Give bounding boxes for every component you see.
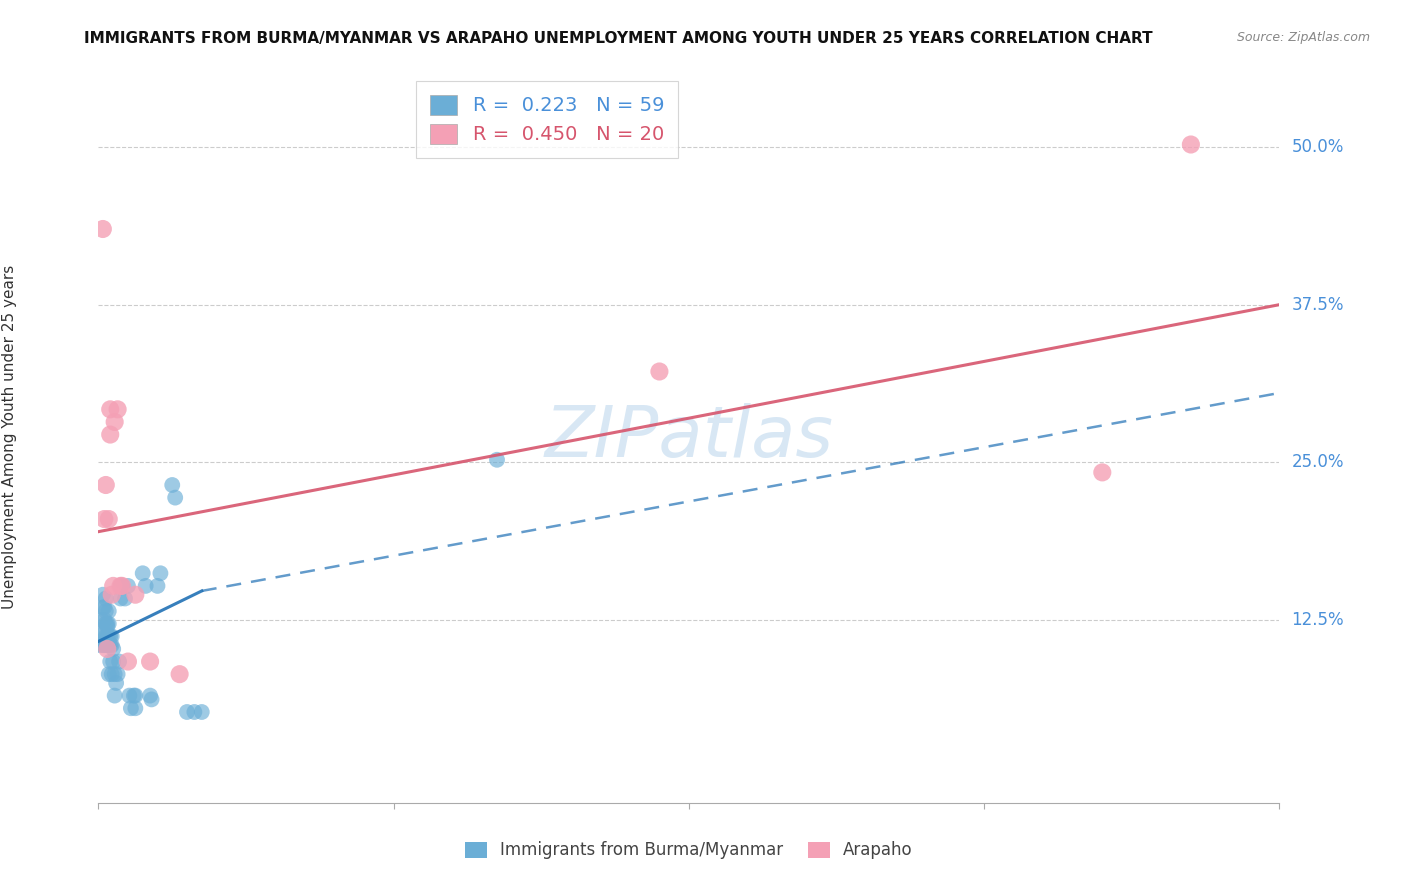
Text: 37.5%: 37.5% [1291,295,1344,314]
Point [117,579,139,593]
Point [100,629,122,643]
Point [103,642,125,657]
Point [96,642,118,657]
Point [111,579,134,593]
Point [98,402,121,417]
Point [93,625,115,640]
Point [97,604,120,618]
Point [122,689,145,703]
Point [191,705,214,719]
Legend: R =  0.223   N = 59, R =  0.450   N = 20: R = 0.223 N = 59, R = 0.450 N = 20 [416,81,678,158]
Point [110,591,132,606]
Point [94,591,117,606]
Text: IMMIGRANTS FROM BURMA/MYANMAR VS ARAPAHO UNEMPLOYMENT AMONG YOUTH UNDER 25 YEARS: IMMIGRANTS FROM BURMA/MYANMAR VS ARAPAHO… [84,31,1153,46]
Point [97,512,120,526]
Point [104,415,127,429]
Point [183,705,205,719]
Point [124,689,146,703]
Point [139,689,162,703]
Point [132,566,155,581]
Text: 50.0%: 50.0% [1291,138,1344,156]
Point [124,588,146,602]
Point [98,629,121,643]
Point [103,655,125,669]
Point [117,655,139,669]
Point [103,579,125,593]
Point [93,613,115,627]
Point [100,638,122,652]
Point [1180,137,1202,152]
Point [94,629,117,643]
Point [104,689,127,703]
Point [146,579,169,593]
Point [110,579,132,593]
Text: Source: ZipAtlas.com: Source: ZipAtlas.com [1237,31,1371,45]
Point [93,512,115,526]
Point [94,616,117,631]
Point [111,579,134,593]
Point [162,478,183,492]
Point [100,588,122,602]
Point [89,638,111,652]
Point [124,701,146,715]
Point [93,638,115,652]
Point [98,427,121,442]
Point [96,629,118,643]
Point [114,591,136,606]
Point [135,579,157,593]
Point [91,638,114,652]
Point [107,667,129,681]
Point [141,692,163,706]
Text: Unemployment Among Youth under 25 years: Unemployment Among Youth under 25 years [3,265,17,609]
Point [486,452,509,467]
Point [96,616,118,631]
Point [107,402,129,417]
Point [108,655,131,669]
Point [105,676,128,690]
Point [110,579,132,593]
Point [96,619,118,633]
Point [1091,466,1114,480]
Point [169,667,191,681]
Point [139,655,162,669]
Point [120,701,142,715]
Point [165,491,187,505]
Point [97,667,120,681]
Text: ZIPatlas: ZIPatlas [544,402,834,472]
Point [94,604,117,618]
Point [93,600,115,615]
Point [104,667,127,681]
Point [94,638,117,652]
Point [90,625,112,640]
Point [96,638,118,652]
Point [94,478,117,492]
Point [90,613,112,627]
Point [97,629,120,643]
Point [98,655,121,669]
Point [97,638,120,652]
Point [118,689,141,703]
Point [91,600,114,615]
Point [91,588,114,602]
Point [97,616,120,631]
Point [176,705,198,719]
Point [91,222,114,236]
Text: 25.0%: 25.0% [1291,453,1344,471]
Text: 12.5%: 12.5% [1291,611,1344,629]
Point [98,638,121,652]
Point [100,667,122,681]
Point [648,364,671,378]
Point [149,566,172,581]
